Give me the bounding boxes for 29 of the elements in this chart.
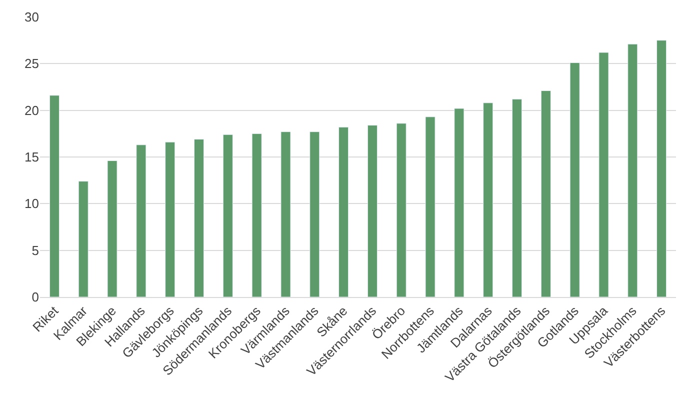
bar [338,126,349,297]
y-tick-label: 25 [24,56,39,72]
y-tick-label: 30 [24,10,39,25]
bar [425,116,436,297]
bar [49,95,60,297]
bar [136,144,146,297]
y-tick-label: 0 [32,290,39,305]
bar [598,52,609,297]
y-tick-label: 5 [32,242,39,258]
bar [628,44,638,297]
bar [512,98,522,297]
y-tick-label: 10 [24,196,39,212]
bar [194,139,204,297]
bar [656,40,667,297]
bar [222,134,233,297]
bar [367,125,378,297]
bar [280,132,291,297]
bar [107,160,118,297]
bar [396,123,406,297]
bar [78,181,88,297]
bar [570,62,580,297]
bar [483,102,494,297]
bar [454,108,464,297]
bar [540,90,551,297]
y-tick-label: 20 [24,102,39,118]
y-tick-label: 15 [24,150,39,165]
bar [310,132,320,297]
bar [165,142,176,297]
bar [252,133,262,297]
